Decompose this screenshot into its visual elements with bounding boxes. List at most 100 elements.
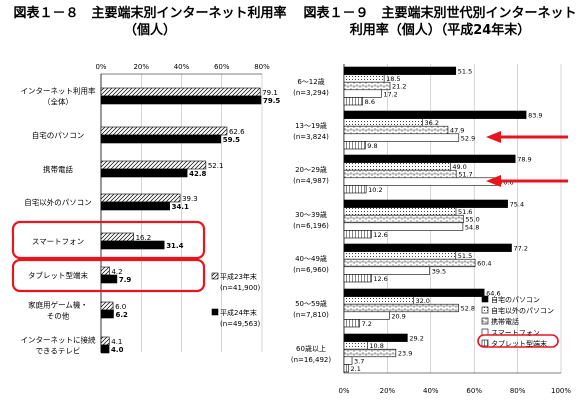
right-bar-value-label: 12.6 (373, 231, 387, 239)
left-bar (100, 301, 114, 311)
right-category-label: 60歳以上 (296, 344, 326, 353)
left-bar (100, 336, 110, 346)
right-bar (343, 214, 464, 224)
right-bar (343, 333, 408, 342)
right-bar-value-label: 52.8 (461, 305, 475, 313)
right-category-label: 20～29歳 (295, 165, 327, 174)
right-bar-value-label: 9.8 (367, 142, 377, 150)
right-bar-value-label: 8.6 (365, 98, 375, 106)
left-category-label: スマートフォン (32, 237, 84, 246)
right-bar (343, 154, 516, 163)
right-bar (343, 177, 498, 186)
right-bar (343, 125, 449, 135)
right-category-label: (n=7,810) (293, 311, 329, 319)
left-category-label: 自宅のパソコン (32, 130, 85, 140)
left-legend-swatch (211, 308, 219, 316)
right-legend-swatch (481, 339, 489, 347)
right-legend-label: 携帯電話 (491, 317, 519, 326)
left-category-label: 携帯電話 (43, 164, 73, 174)
right-bar-value-label: 10.2 (368, 186, 382, 194)
left-bar (100, 134, 222, 144)
left-category-label: できるテレビ (36, 347, 81, 356)
right-bar-value-label: 23.9 (398, 350, 412, 358)
right-bar-value-label: 51.7 (458, 171, 472, 179)
right-category-label: 6～12歳 (297, 77, 324, 86)
right-bar-value-label: 52.9 (461, 134, 475, 142)
left-bar (100, 95, 262, 105)
left-legend-label: 平成24年末 (220, 308, 257, 317)
left-bar-value-label: 79.5 (263, 97, 280, 105)
right-legend-swatch (481, 295, 489, 303)
right-bar-value-label: 20.9 (391, 312, 405, 320)
right-x-tick-label: 0% (338, 387, 349, 395)
right-bar-value-label: 54.8 (465, 223, 479, 231)
left-bar-value-label: 7.9 (119, 276, 132, 284)
right-category-label: (n=16,492) (291, 356, 332, 364)
right-bar (343, 207, 457, 216)
right-bar (343, 243, 512, 252)
left-legend-sublabel: (n=49,563) (220, 320, 261, 328)
right-category-label: (n=4,987) (293, 177, 329, 185)
right-bar-value-label: 18.5 (386, 75, 400, 83)
right-bar (343, 118, 423, 127)
right-legend-swatch (481, 328, 489, 336)
right-bar-value-label: 32.0 (415, 297, 429, 305)
left-bar-value-label: 16.2 (136, 234, 152, 242)
right-bar (343, 341, 368, 350)
right-bar-value-label: 10.8 (369, 342, 383, 350)
right-bar-value-label: 78.9 (517, 156, 531, 164)
left-category-label: タブレット型端末 (28, 270, 88, 280)
right-bar (343, 303, 459, 313)
right-bar (343, 97, 363, 106)
left-category-label: 家庭用ゲーム機・ (28, 300, 88, 310)
right-bar (343, 266, 431, 275)
left-bar-value-label: 79.1 (262, 89, 278, 97)
right-category-label: (n=3,294) (293, 89, 329, 97)
left-bar (100, 232, 134, 242)
right-bar-value-label: 83.9 (528, 112, 542, 120)
right-bar (343, 141, 366, 150)
red-arrow-head (486, 131, 501, 143)
left-bar (100, 168, 188, 178)
right-category-label: 30～39歳 (295, 210, 327, 219)
left-bar-value-label: 52.1 (208, 162, 224, 170)
left-category-label: その他 (47, 311, 70, 321)
right-bar (343, 311, 390, 320)
left-bar-value-label: 34.1 (172, 203, 189, 211)
right-bar-value-label: 7.2 (362, 320, 372, 328)
right-bar-value-label: 55.0 (465, 216, 479, 224)
left-bar (100, 266, 110, 276)
left-x-tick-label: 60% (214, 63, 230, 71)
right-legend-label: 自宅以外のパソコン (491, 306, 554, 315)
right-bar-value-label: 51.5 (458, 68, 472, 76)
right-bar (343, 356, 353, 365)
left-category-label: （全体） (43, 97, 73, 107)
right-bar-value-label: 3.7 (354, 357, 364, 365)
right-bar (343, 81, 391, 91)
right-category-label: (n=6,196) (293, 222, 329, 230)
left-legend-label: 平成23年末 (220, 272, 257, 281)
right-bar (343, 222, 464, 231)
red-arrow-head (486, 175, 501, 187)
right-bar-value-label: 36.2 (425, 119, 439, 127)
right-bar-value-label: 2.1 (351, 365, 361, 373)
left-bar (100, 126, 228, 136)
right-bar (343, 199, 508, 208)
right-x-tick-label: 40% (423, 387, 439, 395)
left-bar-value-label: 62.6 (229, 128, 245, 136)
left-bar (100, 160, 207, 170)
right-category-label: 50～59歳 (295, 299, 327, 308)
right-bar (343, 348, 397, 358)
left-bar-value-label: 6.2 (115, 311, 128, 319)
right-bar-value-label: 39.5 (432, 267, 446, 275)
left-bar (100, 309, 114, 319)
highlight-box-smartphone (11, 220, 206, 260)
right-bar (343, 274, 372, 283)
left-bar (100, 274, 118, 284)
right-bar-value-label: 21.2 (392, 83, 406, 91)
left-category-label: 自宅以外のパソコン (24, 197, 92, 207)
left-bar (100, 201, 170, 211)
right-bar-value-label: 17.2 (383, 90, 397, 98)
right-bar (343, 74, 385, 83)
